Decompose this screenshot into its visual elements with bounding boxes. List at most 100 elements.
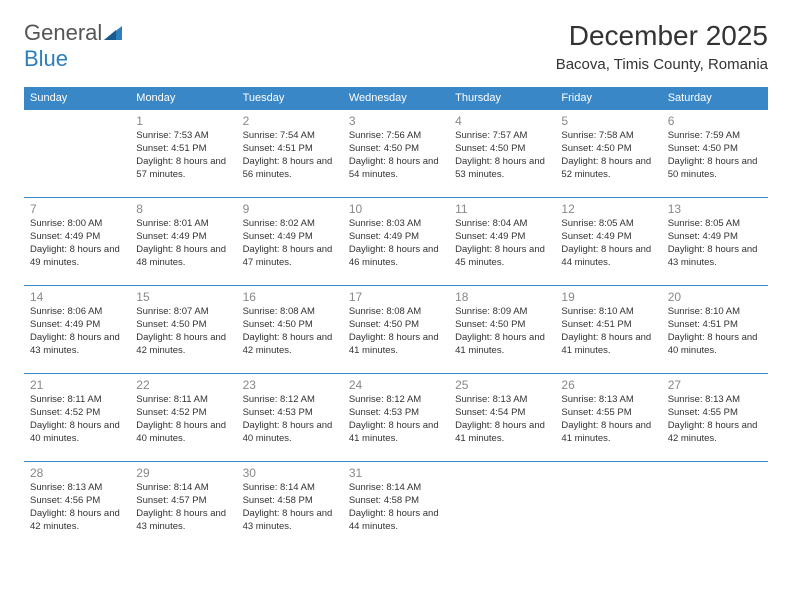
sunset-text: Sunset: 4:49 PM	[561, 231, 655, 244]
calendar-day-cell	[24, 110, 130, 198]
sunrise-text: Sunrise: 8:05 AM	[561, 218, 655, 231]
calendar-day-cell: 28Sunrise: 8:13 AMSunset: 4:56 PMDayligh…	[24, 462, 130, 550]
daylight-text: Daylight: 8 hours and 54 minutes.	[349, 156, 443, 182]
day-number: 1	[136, 113, 230, 129]
day-number: 28	[30, 465, 124, 481]
sunrise-text: Sunrise: 7:58 AM	[561, 130, 655, 143]
day-number: 18	[455, 289, 549, 305]
title-block: December 2025 Bacova, Timis County, Roma…	[556, 20, 768, 73]
calendar-day-cell: 9Sunrise: 8:02 AMSunset: 4:49 PMDaylight…	[237, 198, 343, 286]
calendar-day-cell: 3Sunrise: 7:56 AMSunset: 4:50 PMDaylight…	[343, 110, 449, 198]
day-info: Sunrise: 7:53 AMSunset: 4:51 PMDaylight:…	[136, 130, 230, 181]
daylight-text: Daylight: 8 hours and 41 minutes.	[349, 420, 443, 446]
sunrise-text: Sunrise: 8:03 AM	[349, 218, 443, 231]
day-number: 30	[243, 465, 337, 481]
calendar-day-cell: 31Sunrise: 8:14 AMSunset: 4:58 PMDayligh…	[343, 462, 449, 550]
weekday-header: Sunday	[24, 87, 130, 110]
header: GeneralBlue December 2025 Bacova, Timis …	[24, 20, 768, 73]
daylight-text: Daylight: 8 hours and 41 minutes.	[455, 332, 549, 358]
day-number: 29	[136, 465, 230, 481]
day-number: 17	[349, 289, 443, 305]
daylight-text: Daylight: 8 hours and 57 minutes.	[136, 156, 230, 182]
day-number: 7	[30, 201, 124, 217]
daylight-text: Daylight: 8 hours and 49 minutes.	[30, 244, 124, 270]
sunrise-text: Sunrise: 8:14 AM	[243, 482, 337, 495]
sunrise-text: Sunrise: 8:11 AM	[136, 394, 230, 407]
calendar-day-cell: 7Sunrise: 8:00 AMSunset: 4:49 PMDaylight…	[24, 198, 130, 286]
day-number: 2	[243, 113, 337, 129]
day-number: 22	[136, 377, 230, 393]
calendar-day-cell	[662, 462, 768, 550]
daylight-text: Daylight: 8 hours and 43 minutes.	[30, 332, 124, 358]
day-number: 25	[455, 377, 549, 393]
daylight-text: Daylight: 8 hours and 40 minutes.	[243, 420, 337, 446]
day-info: Sunrise: 8:13 AMSunset: 4:56 PMDaylight:…	[30, 482, 124, 533]
calendar-day-cell: 23Sunrise: 8:12 AMSunset: 4:53 PMDayligh…	[237, 374, 343, 462]
day-info: Sunrise: 7:59 AMSunset: 4:50 PMDaylight:…	[668, 130, 762, 181]
sunrise-text: Sunrise: 8:08 AM	[243, 306, 337, 319]
sunset-text: Sunset: 4:50 PM	[668, 143, 762, 156]
day-number: 21	[30, 377, 124, 393]
day-info: Sunrise: 8:08 AMSunset: 4:50 PMDaylight:…	[243, 306, 337, 357]
daylight-text: Daylight: 8 hours and 48 minutes.	[136, 244, 230, 270]
calendar-week-row: 28Sunrise: 8:13 AMSunset: 4:56 PMDayligh…	[24, 462, 768, 550]
sunset-text: Sunset: 4:50 PM	[349, 319, 443, 332]
sunrise-text: Sunrise: 8:10 AM	[668, 306, 762, 319]
daylight-text: Daylight: 8 hours and 56 minutes.	[243, 156, 337, 182]
daylight-text: Daylight: 8 hours and 41 minutes.	[349, 332, 443, 358]
sunset-text: Sunset: 4:51 PM	[243, 143, 337, 156]
calendar-day-cell: 18Sunrise: 8:09 AMSunset: 4:50 PMDayligh…	[449, 286, 555, 374]
daylight-text: Daylight: 8 hours and 50 minutes.	[668, 156, 762, 182]
calendar-day-cell: 14Sunrise: 8:06 AMSunset: 4:49 PMDayligh…	[24, 286, 130, 374]
day-info: Sunrise: 8:08 AMSunset: 4:50 PMDaylight:…	[349, 306, 443, 357]
sunrise-text: Sunrise: 8:00 AM	[30, 218, 124, 231]
day-info: Sunrise: 8:10 AMSunset: 4:51 PMDaylight:…	[668, 306, 762, 357]
brand-name: GeneralBlue	[24, 20, 122, 72]
daylight-text: Daylight: 8 hours and 41 minutes.	[455, 420, 549, 446]
day-number: 11	[455, 201, 549, 217]
sunset-text: Sunset: 4:51 PM	[136, 143, 230, 156]
day-number: 15	[136, 289, 230, 305]
day-number: 4	[455, 113, 549, 129]
sunrise-text: Sunrise: 8:12 AM	[243, 394, 337, 407]
sunset-text: Sunset: 4:53 PM	[349, 407, 443, 420]
sunset-text: Sunset: 4:51 PM	[668, 319, 762, 332]
day-info: Sunrise: 8:07 AMSunset: 4:50 PMDaylight:…	[136, 306, 230, 357]
day-info: Sunrise: 7:56 AMSunset: 4:50 PMDaylight:…	[349, 130, 443, 181]
sunrise-text: Sunrise: 8:14 AM	[349, 482, 443, 495]
day-info: Sunrise: 8:09 AMSunset: 4:50 PMDaylight:…	[455, 306, 549, 357]
sunset-text: Sunset: 4:49 PM	[136, 231, 230, 244]
day-info: Sunrise: 8:00 AMSunset: 4:49 PMDaylight:…	[30, 218, 124, 269]
weekday-header: Wednesday	[343, 87, 449, 110]
calendar-day-cell: 13Sunrise: 8:05 AMSunset: 4:49 PMDayligh…	[662, 198, 768, 286]
calendar-day-cell: 11Sunrise: 8:04 AMSunset: 4:49 PMDayligh…	[449, 198, 555, 286]
sunrise-text: Sunrise: 8:12 AM	[349, 394, 443, 407]
day-info: Sunrise: 8:04 AMSunset: 4:49 PMDaylight:…	[455, 218, 549, 269]
calendar-day-cell: 5Sunrise: 7:58 AMSunset: 4:50 PMDaylight…	[555, 110, 661, 198]
day-info: Sunrise: 8:01 AMSunset: 4:49 PMDaylight:…	[136, 218, 230, 269]
sunrise-text: Sunrise: 8:04 AM	[455, 218, 549, 231]
calendar-day-cell: 10Sunrise: 8:03 AMSunset: 4:49 PMDayligh…	[343, 198, 449, 286]
sunrise-text: Sunrise: 8:01 AM	[136, 218, 230, 231]
sunset-text: Sunset: 4:50 PM	[349, 143, 443, 156]
sunrise-text: Sunrise: 8:06 AM	[30, 306, 124, 319]
calendar-week-row: 14Sunrise: 8:06 AMSunset: 4:49 PMDayligh…	[24, 286, 768, 374]
day-number: 10	[349, 201, 443, 217]
sunrise-text: Sunrise: 7:53 AM	[136, 130, 230, 143]
sunrise-text: Sunrise: 7:56 AM	[349, 130, 443, 143]
sunset-text: Sunset: 4:58 PM	[349, 495, 443, 508]
day-number: 16	[243, 289, 337, 305]
daylight-text: Daylight: 8 hours and 42 minutes.	[243, 332, 337, 358]
calendar-day-cell: 8Sunrise: 8:01 AMSunset: 4:49 PMDaylight…	[130, 198, 236, 286]
daylight-text: Daylight: 8 hours and 45 minutes.	[455, 244, 549, 270]
sunset-text: Sunset: 4:56 PM	[30, 495, 124, 508]
sunset-text: Sunset: 4:57 PM	[136, 495, 230, 508]
daylight-text: Daylight: 8 hours and 40 minutes.	[30, 420, 124, 446]
daylight-text: Daylight: 8 hours and 44 minutes.	[561, 244, 655, 270]
sunset-text: Sunset: 4:58 PM	[243, 495, 337, 508]
sunrise-text: Sunrise: 8:14 AM	[136, 482, 230, 495]
daylight-text: Daylight: 8 hours and 53 minutes.	[455, 156, 549, 182]
day-info: Sunrise: 8:11 AMSunset: 4:52 PMDaylight:…	[136, 394, 230, 445]
calendar-day-cell: 4Sunrise: 7:57 AMSunset: 4:50 PMDaylight…	[449, 110, 555, 198]
daylight-text: Daylight: 8 hours and 40 minutes.	[668, 332, 762, 358]
